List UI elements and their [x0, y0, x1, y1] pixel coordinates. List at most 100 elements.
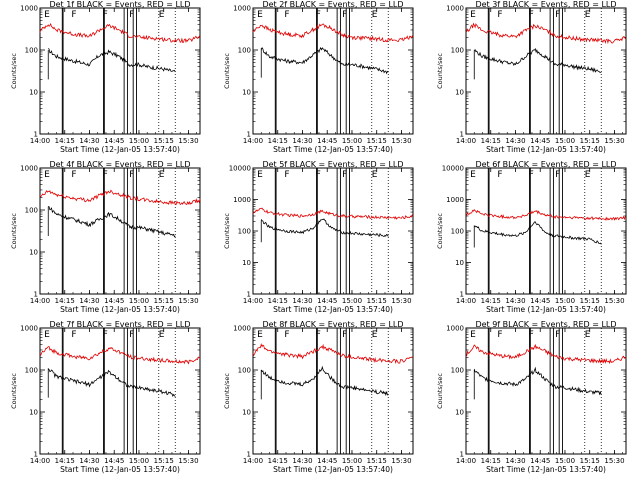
x-tick-label: 15:15	[367, 137, 387, 145]
y-tick-label: 100	[25, 207, 38, 215]
x-tick-label: 14:45	[104, 297, 124, 305]
x-tick-label: 14:30	[79, 137, 99, 145]
y-tick-label: 1000	[20, 165, 38, 173]
x-tick-label: 15:00	[129, 457, 149, 465]
attenuator-marker: F	[284, 170, 289, 180]
lld-series-line	[465, 22, 627, 45]
x-tick-label: 14:45	[104, 457, 124, 465]
x-tick-label: 15:00	[342, 297, 362, 305]
x-tick-label: 14:45	[530, 297, 550, 305]
panel-title: Det 1f BLACK = Events, RED = LLD	[49, 0, 190, 9]
detector-panel: Det 7f BLACK = Events, RED = LLD 1 10 100 10…	[10, 320, 201, 474]
y-tick-label: 1	[247, 131, 251, 139]
x-tick-label: 14:00	[243, 297, 263, 305]
y-tick-label: 1000	[233, 196, 251, 204]
attenuator-marker: F	[316, 10, 321, 20]
y-tick-label: 10	[29, 249, 38, 257]
attenuator-marker: F	[103, 330, 108, 340]
x-axis-label: Start Time (12-Jan-05 13:57:40)	[60, 465, 180, 474]
y-tick-label: 1	[34, 451, 38, 459]
x-tick-label: 15:30	[604, 137, 624, 145]
detector-panel: Det 3f BLACK = Events, RED = LLD 1 10 100 10…	[436, 0, 627, 154]
plot-frame	[39, 167, 201, 295]
attenuator-marker: F	[497, 10, 502, 20]
y-axis-label: Counts/sec	[10, 53, 18, 89]
attenuator-marker: F	[129, 330, 134, 340]
y-tick-label: 100	[238, 47, 251, 55]
plot-frame	[252, 167, 414, 295]
events-series-line	[47, 48, 176, 73]
attenuator-marker: F	[497, 330, 502, 340]
lld-series-line	[252, 23, 414, 43]
attenuator-marker: F	[103, 10, 108, 20]
events-series-line	[260, 365, 389, 397]
x-tick-label: 15:30	[604, 297, 624, 305]
detector-panel: Det 6f BLACK = Events, RED = LLD 1 10 100 10…	[436, 160, 627, 314]
x-tick-label: 14:15	[268, 297, 288, 305]
y-tick-label: 1	[34, 291, 38, 299]
panel-title: Det 7f BLACK = Events, RED = LLD	[49, 320, 190, 329]
x-tick-label: 15:15	[154, 137, 174, 145]
x-tick-label: 14:15	[481, 297, 501, 305]
lld-series-line	[39, 22, 201, 44]
attenuator-marker: F	[71, 330, 76, 340]
x-tick-label: 15:15	[367, 297, 387, 305]
attenuator-marker: E	[44, 170, 50, 180]
y-tick-label: 10	[455, 89, 464, 97]
attenuator-marker: E	[159, 10, 165, 20]
x-axis-label: Start Time (12-Jan-05 13:57:40)	[486, 305, 606, 314]
attenuator-marker: F	[529, 170, 534, 180]
x-tick-label: 14:00	[456, 297, 476, 305]
attenuator-marker: E	[44, 10, 50, 20]
x-tick-label: 14:45	[104, 137, 124, 145]
detector-panel: Det 4f BLACK = Events, RED = LLD 1 10 100 10…	[10, 160, 201, 314]
x-tick-label: 14:30	[79, 457, 99, 465]
attenuator-marker: F	[342, 10, 347, 20]
y-tick-label: 1	[34, 131, 38, 139]
attenuator-marker: E	[585, 170, 591, 180]
x-tick-label: 15:30	[604, 457, 624, 465]
y-tick-label: 10	[242, 259, 251, 267]
y-tick-label: 100	[238, 228, 251, 236]
y-tick-label: 10	[29, 409, 38, 417]
attenuator-marker: E	[585, 10, 591, 20]
lld-series-line	[465, 209, 627, 221]
panel-title: Det 9f BLACK = Events, RED = LLD	[475, 320, 616, 329]
x-tick-label: 14:30	[292, 457, 312, 465]
y-tick-label: 100	[25, 47, 38, 55]
x-tick-label: 15:15	[580, 137, 600, 145]
y-tick-label: 1	[247, 451, 251, 459]
detector-panel: Det 9f BLACK = Events, RED = LLD 1 10 100 10…	[436, 320, 627, 474]
y-tick-label: 1000	[446, 325, 464, 333]
attenuator-marker: F	[555, 10, 560, 20]
attenuator-marker: F	[342, 330, 347, 340]
y-axis-label: Counts/sec	[10, 373, 18, 409]
attenuator-marker: E	[159, 170, 165, 180]
attenuator-marker: F	[71, 170, 76, 180]
x-tick-label: 14:30	[292, 297, 312, 305]
attenuator-marker: F	[71, 10, 76, 20]
attenuator-marker: E	[470, 10, 476, 20]
x-tick-label: 14:15	[55, 137, 75, 145]
x-tick-label: 14:45	[317, 137, 337, 145]
x-tick-label: 14:45	[530, 137, 550, 145]
x-tick-label: 14:30	[292, 137, 312, 145]
events-series-line	[473, 221, 602, 245]
x-tick-label: 14:30	[505, 297, 525, 305]
x-tick-label: 14:00	[456, 137, 476, 145]
attenuator-marker: F	[284, 330, 289, 340]
y-tick-label: 100	[451, 228, 464, 236]
attenuator-marker: F	[284, 10, 289, 20]
y-axis-label: Counts/sec	[436, 373, 444, 409]
attenuator-marker: F	[555, 330, 560, 340]
y-tick-label: 1	[247, 291, 251, 299]
y-axis-label: Counts/sec	[436, 53, 444, 89]
attenuator-marker: F	[555, 170, 560, 180]
attenuator-marker: F	[497, 170, 502, 180]
y-tick-label: 10000	[442, 165, 464, 173]
y-tick-label: 10	[455, 409, 464, 417]
x-tick-label: 15:15	[580, 297, 600, 305]
x-tick-label: 14:30	[79, 297, 99, 305]
x-tick-label: 14:15	[268, 457, 288, 465]
